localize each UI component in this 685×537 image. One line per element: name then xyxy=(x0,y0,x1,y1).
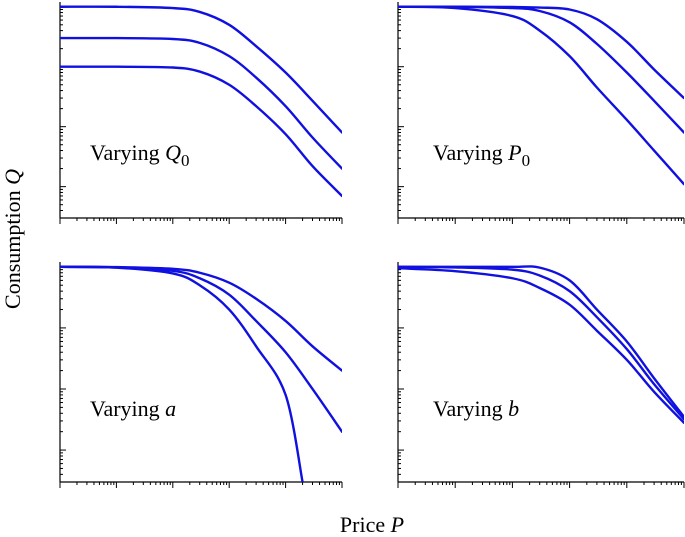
series-line-2 xyxy=(60,36,342,170)
series-line-2 xyxy=(398,5,684,134)
panel-top-left: Varying Q0 xyxy=(59,2,343,224)
series-line-3 xyxy=(398,267,684,424)
panel-label: Varying b xyxy=(433,396,519,421)
y-axis-title: Consumption Q xyxy=(0,169,25,309)
panel-label-text: Varying xyxy=(433,396,508,421)
panel-label: Varying a xyxy=(90,396,176,421)
panel-label-var: P xyxy=(507,140,521,165)
series-line-1 xyxy=(398,5,684,186)
y-axis-title-var: Q xyxy=(0,169,25,185)
panel-label: Varying P0 xyxy=(433,140,530,170)
panel-label-subscript: 0 xyxy=(522,151,531,170)
series-line-1 xyxy=(60,265,342,372)
y-axis-title-text: Consumption xyxy=(0,185,25,309)
panel-label-text: Varying xyxy=(90,140,165,165)
x-axis-title: Price P xyxy=(340,512,404,537)
panel-bottom-right: Varying b xyxy=(397,262,685,488)
panel-label-var: Q xyxy=(165,140,181,165)
panel-label-var: a xyxy=(165,396,176,421)
panel-label-text: Varying xyxy=(433,140,508,165)
x-axis-title-var: P xyxy=(390,512,404,537)
panel-bottom-left: Varying a xyxy=(59,262,343,488)
series-line-3 xyxy=(60,65,342,198)
series-line-3 xyxy=(398,5,684,100)
panel-label: Varying Q0 xyxy=(90,140,190,170)
panel-label-text: Varying xyxy=(90,396,165,421)
panel-top-right: Varying P0 xyxy=(397,2,685,224)
panel-label-var: b xyxy=(508,396,519,421)
panel-label-subscript: 0 xyxy=(181,151,190,170)
series-line-3 xyxy=(60,265,304,482)
x-axis-title-text: Price xyxy=(340,512,391,537)
series-line-2 xyxy=(398,265,684,421)
series-line-1 xyxy=(60,5,342,134)
